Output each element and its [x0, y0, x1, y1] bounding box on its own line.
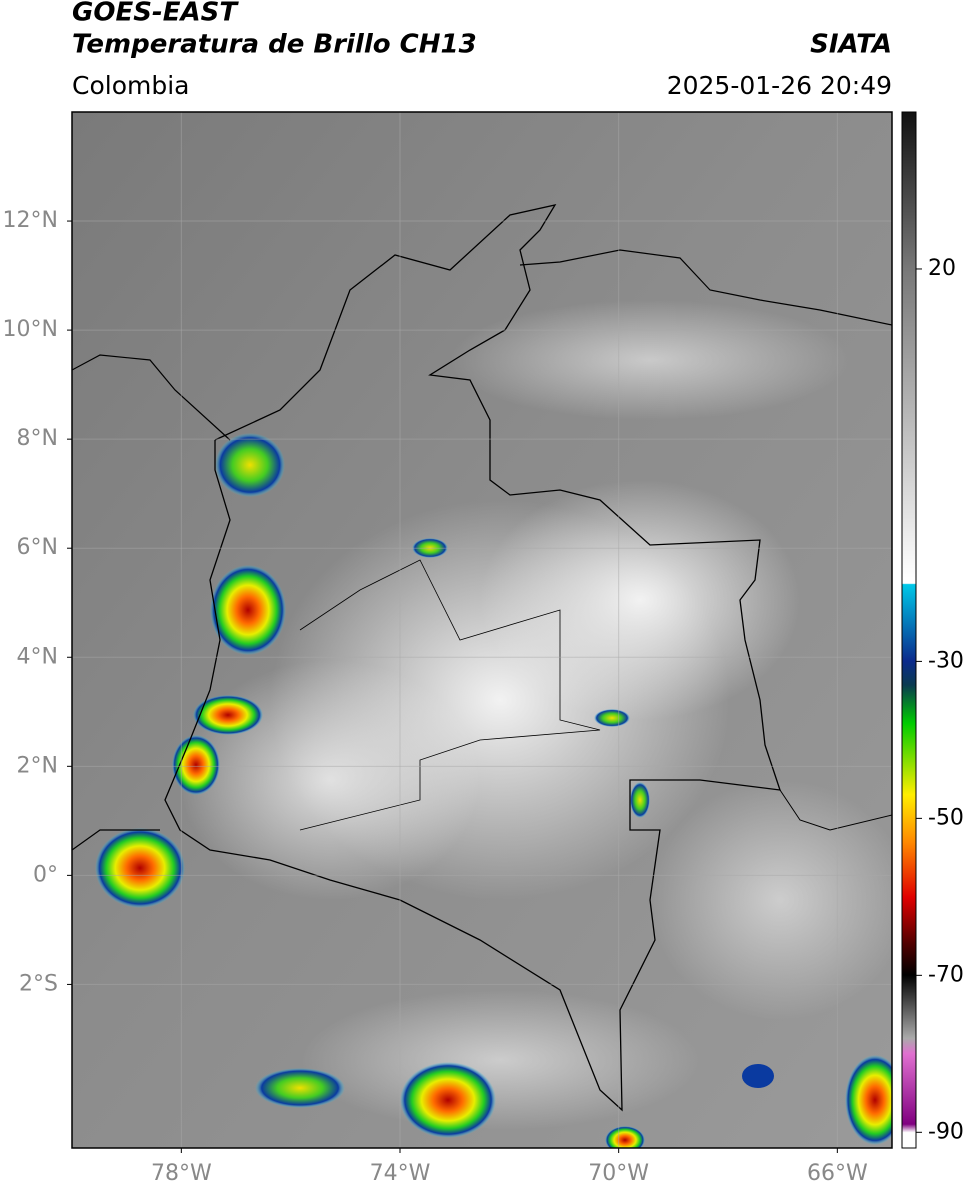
- title: GOES-EAST: [72, 0, 239, 28]
- y-tick-label: 2°S: [19, 971, 58, 996]
- y-tick-label: 2°N: [17, 753, 58, 778]
- region: Colombia: [72, 71, 189, 100]
- x-tick-label: 70°W: [588, 1161, 649, 1186]
- y-tick-label: 10°N: [3, 317, 58, 342]
- satellite-image: [72, 112, 892, 1148]
- colorbar-label: -70: [928, 962, 964, 987]
- colorbar-label: -50: [928, 805, 964, 830]
- x-tick-label: 66°W: [807, 1161, 868, 1186]
- grid: [72, 112, 892, 1148]
- y-tick-label: 12°N: [3, 208, 58, 233]
- colorbar-label: -30: [928, 648, 964, 673]
- colorbar-label: -90: [928, 1119, 964, 1144]
- colorbar-label: 20: [928, 256, 956, 281]
- colorbar: [901, 111, 917, 1149]
- subtitle: Temperatura de Brillo CH13: [72, 30, 477, 60]
- y-tick-label: 8°N: [17, 426, 58, 451]
- x-tick-label: 78°W: [151, 1161, 212, 1186]
- y-tick-label: 4°N: [17, 644, 58, 669]
- timestamp: 2025-01-26 20:49: [667, 71, 892, 100]
- x-tick-label: 74°W: [370, 1161, 431, 1186]
- y-tick-label: 6°N: [17, 535, 58, 560]
- y-tick-label: 0°: [33, 862, 58, 887]
- source: SIATA: [810, 30, 892, 60]
- map-frame: [71, 111, 893, 1149]
